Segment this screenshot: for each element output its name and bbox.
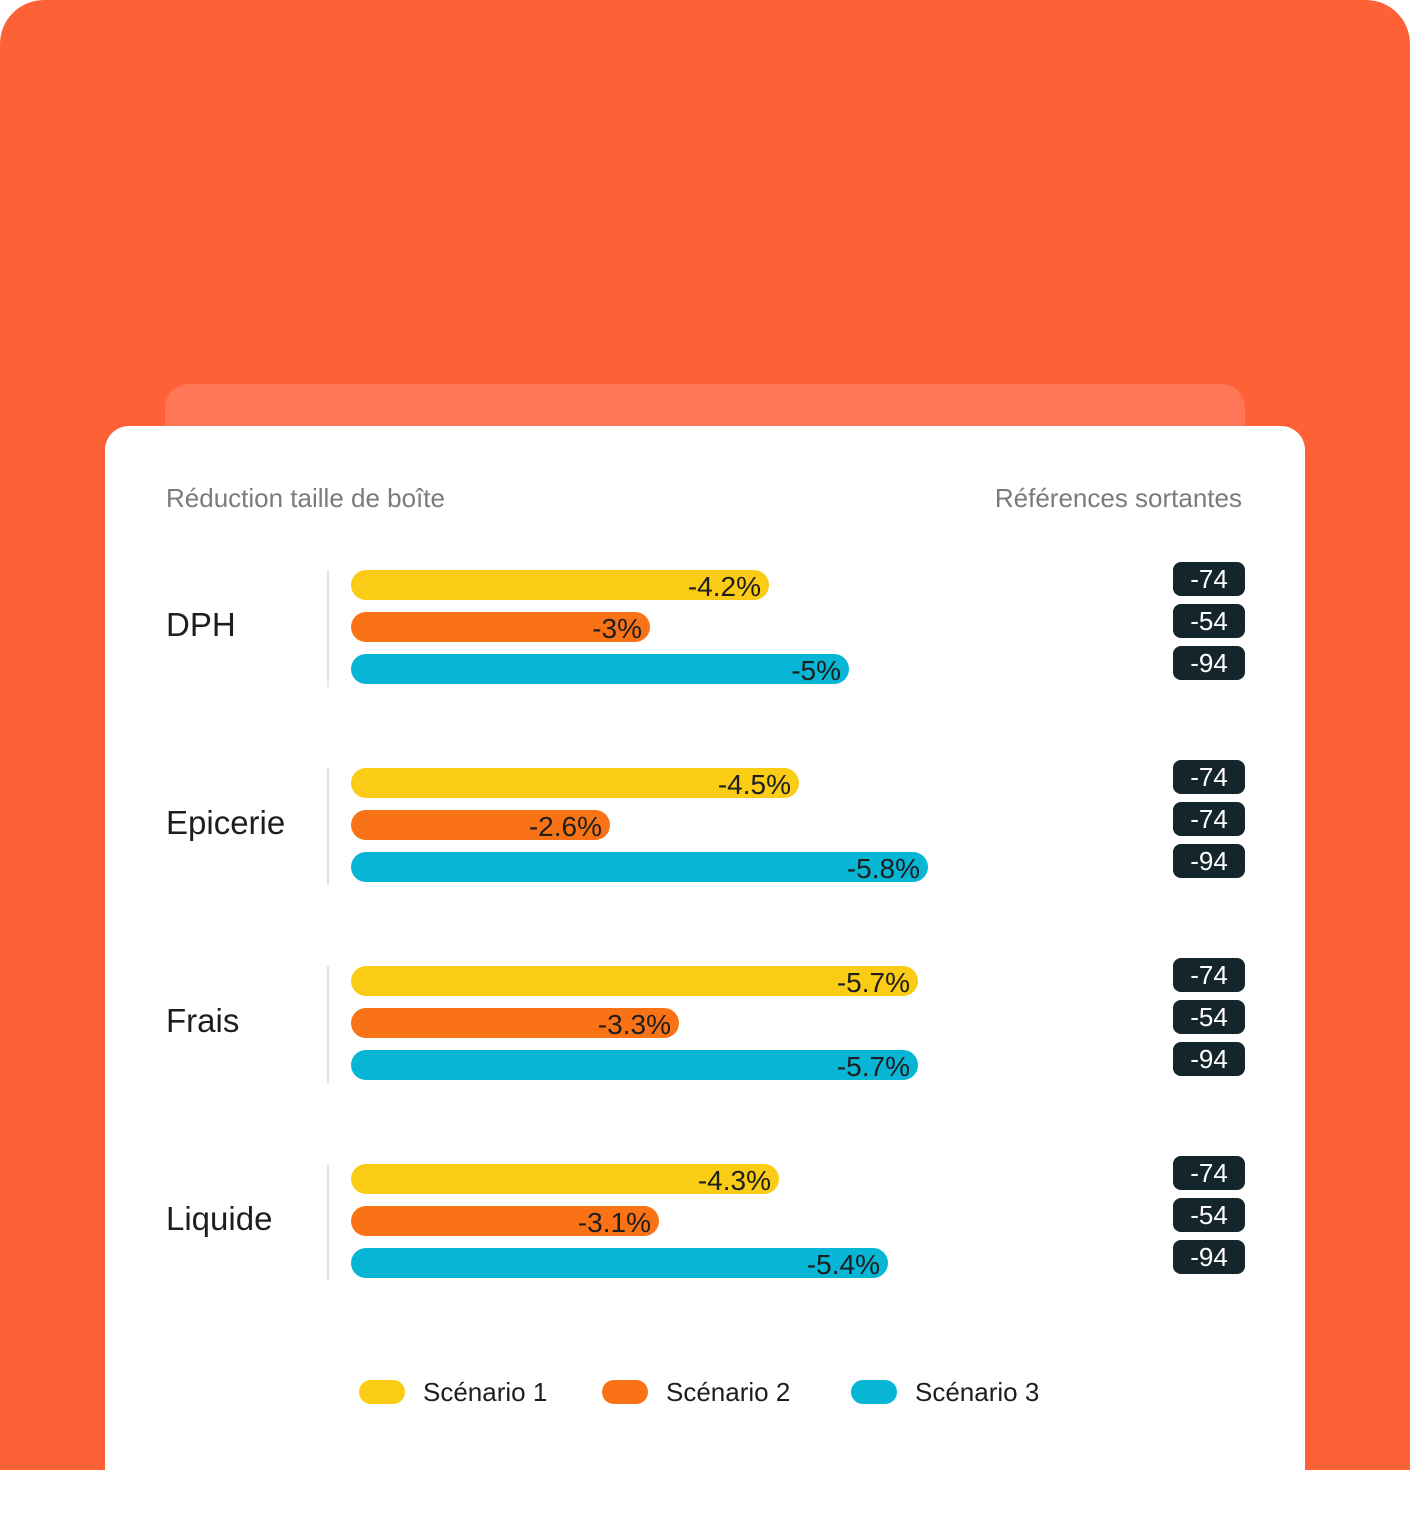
- reference-badge: -54: [1173, 1000, 1245, 1034]
- reference-badge: -74: [1173, 760, 1245, 794]
- category-divider: [327, 768, 329, 885]
- bar: -2.6%: [351, 810, 610, 842]
- legend-swatch: [851, 1380, 897, 1404]
- reference-badge: -94: [1173, 1042, 1245, 1076]
- legend-label: Scénario 1: [423, 1377, 548, 1407]
- bar-value-label: -5%: [791, 655, 841, 686]
- header-right-title: Références sortantes: [994, 483, 1242, 513]
- category-divider: [327, 570, 329, 687]
- category-group: Epicerie -4.5% -74 -2.6% -74 -5.8% -94: [0, 0, 1410, 885]
- bar: -5%: [351, 654, 849, 686]
- bar-value-label: -4.5%: [717, 769, 791, 800]
- bar-value-label: -3.3%: [597, 1009, 671, 1040]
- bar-value-label: -5.4%: [806, 1249, 880, 1280]
- bar-value-label: -4.3%: [697, 1165, 771, 1196]
- category-divider: [327, 1164, 329, 1281]
- legend-label: Scénario 2: [666, 1377, 791, 1407]
- header-left-title: Réduction taille de boîte: [166, 483, 445, 513]
- legend-swatch: [602, 1380, 648, 1404]
- bar: -3.3%: [351, 1008, 679, 1040]
- bar-value-label: -4.2%: [687, 571, 761, 602]
- bar-value-label: -5.7%: [836, 1051, 910, 1082]
- category-label: DPH: [166, 606, 236, 643]
- reference-badge: -74: [1173, 802, 1245, 836]
- category-group: DPH -4.2% -74 -3% -54 -5% -94: [0, 0, 1410, 687]
- bar-value-label: -5.8%: [846, 853, 920, 884]
- bar: -5.7%: [351, 1050, 918, 1082]
- bar-value-label: -2.6%: [528, 811, 602, 842]
- reference-badge: -54: [1173, 604, 1245, 638]
- bar-value-label: -3%: [592, 613, 642, 644]
- category-divider: [327, 966, 329, 1083]
- legend-label: Scénario 3: [915, 1377, 1040, 1407]
- bar: -5.7%: [351, 966, 918, 998]
- reference-badge: -74: [1173, 958, 1245, 992]
- category-group: Frais -5.7% -74 -3.3% -54 -5.7% -94: [0, 0, 1410, 1083]
- category-label: Frais: [166, 1002, 240, 1039]
- bar: -5.4%: [351, 1248, 888, 1280]
- reference-badge: -94: [1173, 646, 1245, 680]
- legend-swatch: [359, 1380, 405, 1404]
- reference-badge: -94: [1173, 844, 1245, 878]
- reference-badge: -74: [1173, 1156, 1245, 1190]
- bar: -3%: [351, 612, 650, 644]
- category-label: Liquide: [166, 1200, 273, 1237]
- legend: Scénario 1 Scénario 2 Scénario 3: [0, 1372, 1410, 1412]
- bar: -4.3%: [351, 1164, 779, 1196]
- bar-value-label: -3.1%: [577, 1207, 651, 1238]
- category-label: Epicerie: [166, 804, 286, 841]
- reference-badge: -54: [1173, 1198, 1245, 1232]
- bar-value-label: -5.7%: [836, 967, 910, 998]
- bar: -5.8%: [351, 852, 928, 884]
- category-group: Liquide -4.3% -74 -3.1% -54 -5.4% -94: [0, 0, 1410, 1281]
- reference-badge: -94: [1173, 1240, 1245, 1274]
- bar: -4.5%: [351, 768, 799, 800]
- reference-badge: -74: [1173, 562, 1245, 596]
- bar: -3.1%: [351, 1206, 659, 1238]
- bar: -4.2%: [351, 570, 769, 602]
